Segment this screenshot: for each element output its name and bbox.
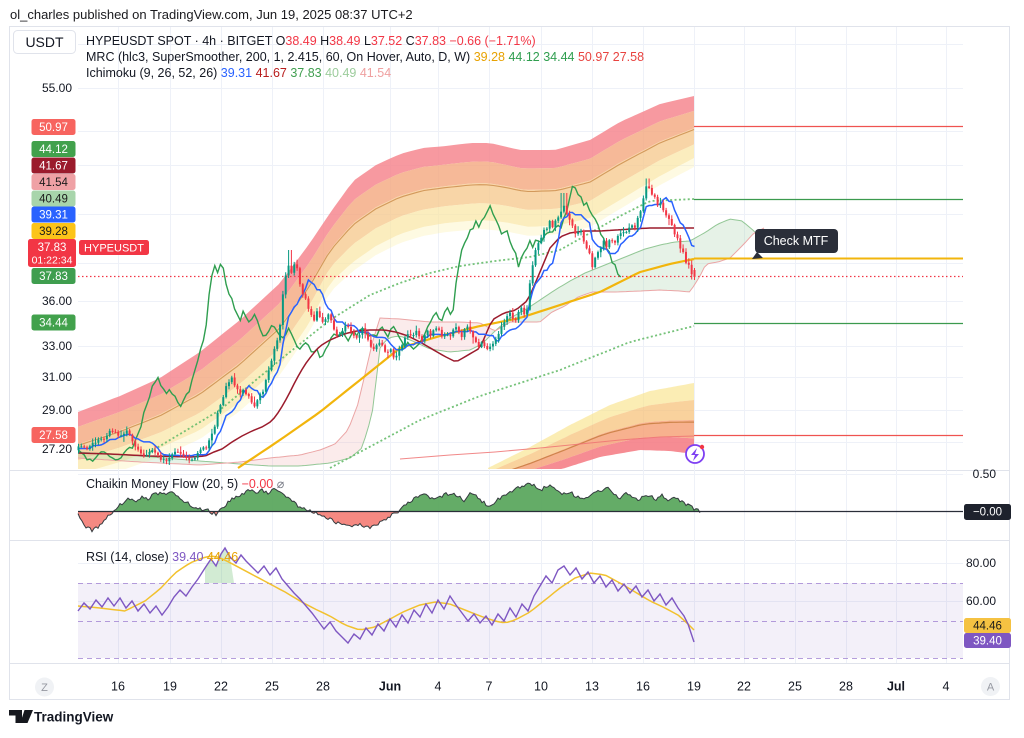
svg-text:27.58: 27.58 [39, 430, 68, 442]
svg-text:31.00: 31.00 [42, 370, 72, 384]
svg-text:55.00: 55.00 [42, 81, 72, 95]
svg-text:19: 19 [163, 680, 177, 694]
svg-text:Ichimoku (9, 26, 52, 26) 39.31: Ichimoku (9, 26, 52, 26) 39.31 41.67 37.… [86, 66, 391, 80]
svg-text:19: 19 [687, 680, 701, 694]
svg-text:80.00: 80.00 [966, 556, 996, 570]
svg-text:RSI (14, close) 39.40 44.46: RSI (14, close) 39.40 44.46 [86, 550, 238, 564]
svg-text:22: 22 [737, 680, 751, 694]
svg-text:37.83: 37.83 [38, 242, 67, 254]
svg-text:TradingView: TradingView [34, 710, 114, 725]
svg-text:39.40: 39.40 [973, 636, 1002, 648]
svg-text:13: 13 [585, 680, 599, 694]
svg-text:ol_charles published on Tradin: ol_charles published on TradingView.com,… [10, 7, 413, 22]
svg-text:Check MTF: Check MTF [764, 234, 829, 248]
svg-text:MRC (hlc3, SuperSmoother, 200,: MRC (hlc3, SuperSmoother, 200, 1, 2.415,… [86, 50, 644, 64]
svg-text:28: 28 [316, 680, 330, 694]
svg-text:50.97: 50.97 [39, 122, 68, 134]
svg-text:27.20: 27.20 [42, 442, 72, 456]
svg-text:41.67: 41.67 [39, 161, 68, 173]
svg-text:41.54: 41.54 [39, 177, 68, 189]
svg-text:60.00: 60.00 [966, 594, 996, 608]
svg-text:USDT: USDT [25, 34, 64, 50]
svg-text:25: 25 [265, 680, 279, 694]
svg-text:4: 4 [435, 680, 442, 694]
svg-text:29.00: 29.00 [42, 403, 72, 417]
svg-text:−0.00: −0.00 [973, 507, 1002, 519]
svg-text:44.12: 44.12 [39, 144, 68, 156]
svg-text:16: 16 [111, 680, 125, 694]
svg-text:01:22:34: 01:22:34 [32, 255, 73, 267]
svg-text:HYPEUSDT: HYPEUSDT [84, 243, 144, 255]
svg-text:44.46: 44.46 [973, 621, 1002, 633]
svg-text:Z: Z [41, 682, 48, 694]
svg-text:22: 22 [214, 680, 228, 694]
svg-text:37.83: 37.83 [39, 271, 68, 283]
svg-text:A: A [987, 682, 995, 694]
svg-text:HYPEUSDT SPOT · 4h · BITGET O3: HYPEUSDT SPOT · 4h · BITGET O38.49 H38.4… [86, 34, 536, 48]
svg-text:7: 7 [486, 680, 493, 694]
svg-text:10: 10 [534, 680, 548, 694]
svg-text:33.00: 33.00 [42, 339, 72, 353]
svg-text:Chaikin Money Flow (20, 5) −0.: Chaikin Money Flow (20, 5) −0.00 ⌀ [86, 477, 285, 491]
svg-text:0.50: 0.50 [973, 467, 997, 481]
svg-text:Jun: Jun [379, 680, 401, 694]
svg-text:36.00: 36.00 [42, 294, 72, 308]
svg-text:16: 16 [636, 680, 650, 694]
svg-text:28: 28 [839, 680, 853, 694]
svg-text:34.44: 34.44 [39, 318, 68, 330]
svg-text:39.31: 39.31 [39, 210, 68, 222]
svg-text:4: 4 [943, 680, 950, 694]
svg-text:39.28: 39.28 [39, 226, 68, 238]
svg-text:Jul: Jul [887, 680, 905, 694]
svg-text:25: 25 [788, 680, 802, 694]
svg-text:40.49: 40.49 [39, 194, 68, 206]
